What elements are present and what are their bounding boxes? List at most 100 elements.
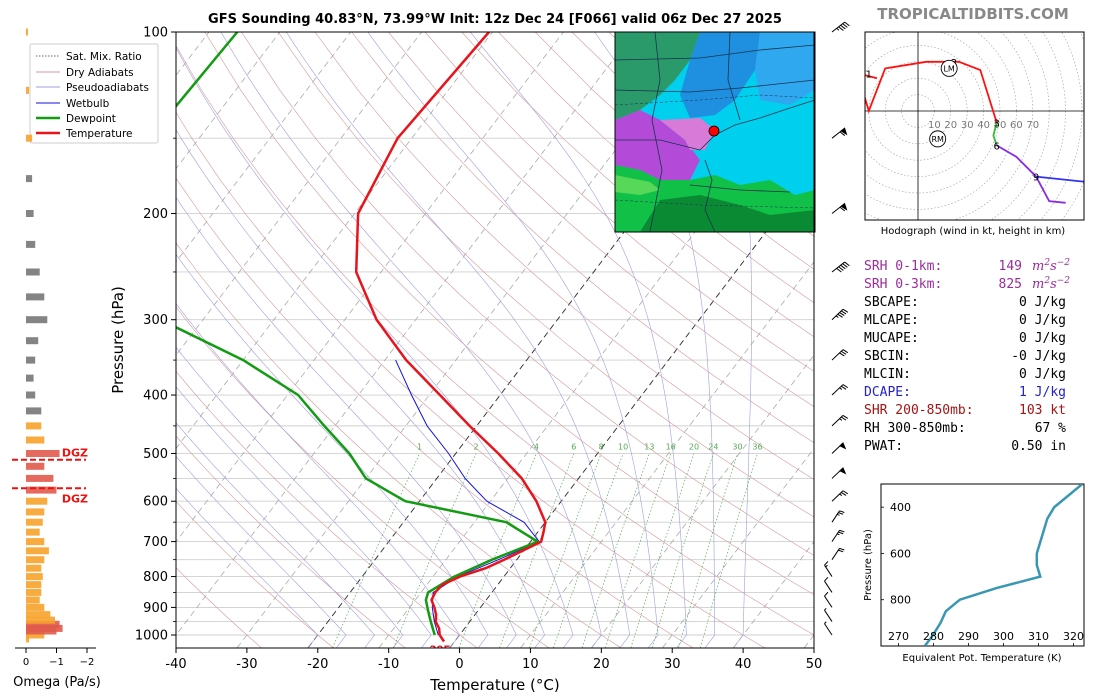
mixing-ratio-line bbox=[630, 453, 695, 648]
legend: Sat. Mix. Ratio Dry Adiabats Pseudoadiab… bbox=[29, 43, 159, 144]
hodo-ring-label: 70 bbox=[1026, 120, 1039, 131]
stat-label: PWAT: bbox=[864, 439, 903, 454]
isotherm bbox=[176, 32, 352, 263]
skewt-axes: -40 -30 -20 -10 0 10 20 30 40 50 100 200 300 400 500 60… bbox=[135, 26, 822, 673]
theta-e-line bbox=[923, 484, 1084, 646]
omega-bar bbox=[26, 268, 40, 276]
stat-label: SRH 0-3km: bbox=[864, 277, 942, 292]
barb-half-feather bbox=[824, 607, 827, 611]
isotherm bbox=[176, 32, 635, 636]
theta-e-panel: 270 280 290 300 310 320 400 600 800 bbox=[880, 483, 1085, 647]
pseudoadiabat bbox=[176, 47, 574, 648]
x-tick-label: -10 bbox=[378, 657, 399, 672]
skewt-ylabel: Pressure (hPa) bbox=[109, 286, 127, 394]
omega-bar bbox=[26, 134, 33, 142]
isotherm bbox=[176, 32, 493, 450]
mixing-ratio-label: 16 bbox=[666, 443, 676, 452]
y-tick-label: 200 bbox=[143, 207, 168, 222]
pseudoadiabat bbox=[176, 422, 375, 648]
mixing-ratio-label: 30 bbox=[732, 443, 742, 452]
omega-tick-label: 0 bbox=[23, 657, 29, 668]
mixing-ratio-line bbox=[393, 453, 477, 648]
omega-bar bbox=[26, 293, 45, 301]
barb-half-feather bbox=[824, 621, 827, 624]
y-tick-label: 100 bbox=[143, 26, 168, 41]
barb-feather bbox=[836, 267, 842, 273]
barb-half-feather bbox=[836, 533, 840, 536]
mixing-ratio-line bbox=[499, 453, 575, 648]
isotherm bbox=[176, 32, 564, 543]
hodo-trace-upper bbox=[1035, 175, 1084, 183]
mixing-ratio-label: 6 bbox=[571, 443, 576, 452]
omega-bar bbox=[26, 474, 54, 482]
barb-shaft bbox=[831, 510, 840, 523]
omega-bar bbox=[26, 564, 42, 572]
barb-feather bbox=[842, 414, 849, 419]
station-marker bbox=[708, 125, 720, 137]
barb-feather bbox=[839, 510, 845, 513]
x-tick-label: 20 bbox=[593, 657, 610, 672]
mixing-ratio-line bbox=[700, 453, 758, 648]
hodo-motion-label: LM bbox=[943, 64, 954, 73]
stat-unit: m2s−2 bbox=[1032, 276, 1070, 292]
barb-half-feather bbox=[836, 28, 840, 31]
y-tick-label: 900 bbox=[143, 601, 168, 616]
omega-bar bbox=[26, 620, 60, 628]
barb-feather bbox=[838, 512, 844, 515]
legend-label: Wetbulb bbox=[66, 98, 110, 110]
mixing-ratio-line bbox=[605, 453, 672, 648]
theta-ylabel: Pressure (hPa) bbox=[863, 529, 874, 601]
x-tick-label: 50 bbox=[806, 657, 823, 672]
dry-adiabat bbox=[176, 500, 334, 648]
omega-bar bbox=[26, 528, 40, 536]
x-tick-label: 40 bbox=[735, 657, 752, 672]
hodo-motion-marker bbox=[929, 130, 947, 148]
barb-feather bbox=[839, 352, 845, 357]
y-tick-label: 500 bbox=[143, 447, 168, 462]
stat-label: SBCAPE: bbox=[864, 295, 919, 310]
dry-adiabat bbox=[176, 177, 693, 648]
omega-bar bbox=[26, 603, 45, 611]
barb-shaft bbox=[831, 261, 845, 273]
barb-feather bbox=[839, 547, 845, 551]
stat-label: SBCIN: bbox=[864, 349, 911, 364]
barb-feather bbox=[842, 23, 848, 28]
barb-feather bbox=[844, 21, 850, 27]
hodograph-caption: Hodograph (wind in kt, height in km) bbox=[881, 226, 1066, 237]
theta-xlabel: Equivalent Pot. Temperature (K) bbox=[902, 653, 1061, 664]
pseudoadiabat bbox=[176, 456, 347, 648]
stat-value: 1 J/kg bbox=[1019, 385, 1066, 400]
barb-flag bbox=[840, 202, 848, 211]
omega-tick-label: −2 bbox=[80, 657, 95, 668]
pseudoadiabat bbox=[176, 303, 460, 648]
wind-barb bbox=[831, 510, 845, 523]
wind-barb bbox=[831, 21, 850, 33]
skewt-xlabel: Temperature (°C) bbox=[429, 676, 559, 694]
omega-bar bbox=[26, 374, 34, 382]
dry-adiabat bbox=[176, 370, 478, 648]
barb-feather bbox=[840, 310, 847, 315]
mixing-ratio-line bbox=[678, 453, 738, 648]
x-tick-label: 30 bbox=[664, 657, 681, 672]
hodo-ring-label: 10 bbox=[928, 120, 941, 131]
barb-half-feather bbox=[825, 564, 828, 568]
mixing-ratio-line bbox=[553, 453, 624, 648]
pseudoadiabat bbox=[176, 386, 404, 648]
barb-shaft bbox=[831, 490, 844, 502]
omega-bar bbox=[26, 175, 33, 183]
wind-barb bbox=[831, 529, 845, 542]
hodo-height-label: 1 bbox=[866, 69, 872, 80]
skewt-frame bbox=[175, 31, 815, 649]
wind-barb bbox=[824, 576, 833, 593]
pseudoadiabat bbox=[176, 196, 517, 648]
stat-label: MLCIN: bbox=[864, 367, 911, 382]
wind-barb bbox=[831, 384, 849, 396]
stat-value: 0.50 in bbox=[1011, 439, 1066, 454]
barb-flag bbox=[839, 442, 847, 450]
hodo-ring-label: 50 bbox=[994, 120, 1007, 131]
x-tick-label: -20 bbox=[307, 657, 328, 672]
hodo-trace bbox=[865, 60, 998, 123]
pseudoadiabat bbox=[594, 32, 716, 648]
barb-shaft bbox=[824, 623, 833, 636]
wind-barb bbox=[831, 349, 849, 361]
